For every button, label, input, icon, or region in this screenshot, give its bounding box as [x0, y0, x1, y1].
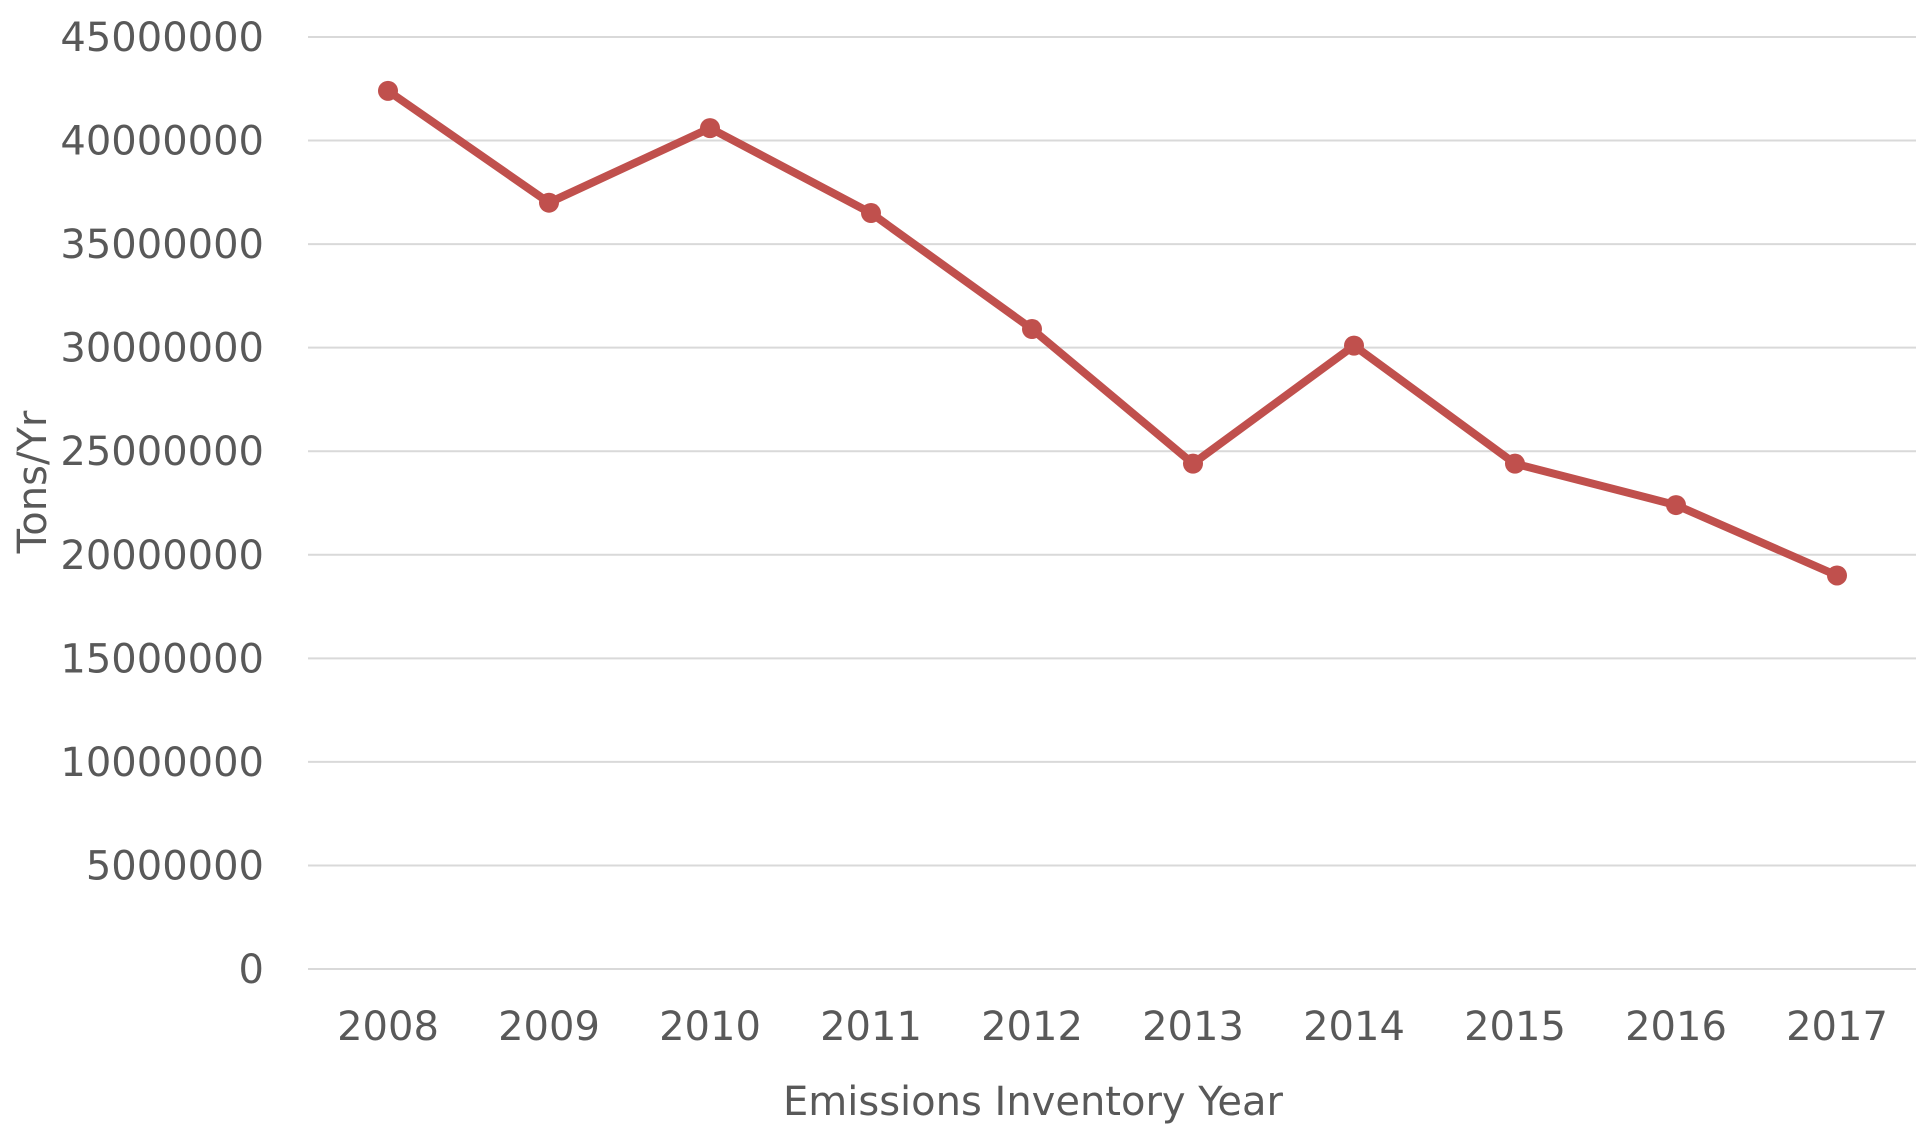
- data-point: [1666, 495, 1686, 516]
- x-tick-label: 2012: [981, 1004, 1083, 1050]
- x-tick-label: 2017: [1786, 1004, 1888, 1050]
- x-tick-label: 2016: [1625, 1004, 1727, 1050]
- y-tick-label: 30000000: [60, 326, 264, 372]
- x-tick-label: 2008: [337, 1004, 439, 1050]
- x-tick-label: 2014: [1303, 1004, 1405, 1050]
- data-point: [539, 192, 559, 213]
- series-group: [378, 80, 1847, 586]
- gridlines: [308, 36, 1916, 970]
- data-point: [1827, 565, 1847, 586]
- data-point: [700, 118, 720, 139]
- x-tick-label: 2013: [1142, 1004, 1244, 1050]
- x-tick-label: 2015: [1464, 1004, 1566, 1050]
- y-tick-label: 15000000: [60, 636, 264, 682]
- x-axis-tick-labels: 2008 2009 2010 2011 2012 2013 2014 2015 2016 2017: [337, 1004, 1888, 1050]
- data-point: [1505, 453, 1525, 474]
- y-axis-tick-labels: 0 5000000 10000000 15000000 20000000 25000000…: [60, 15, 264, 993]
- data-point: [1183, 453, 1203, 474]
- x-axis-title: Emissions Inventory Year: [783, 1079, 1284, 1125]
- y-tick-label: 10000000: [60, 740, 264, 786]
- data-point: [378, 80, 398, 101]
- data-point: [1344, 335, 1364, 356]
- data-point: [1022, 319, 1042, 340]
- y-tick-label: 25000000: [60, 429, 264, 475]
- y-tick-label: 0: [239, 947, 264, 993]
- y-tick-label: 5000000: [86, 843, 264, 889]
- x-tick-label: 2011: [820, 1004, 922, 1050]
- x-tick-label: 2010: [659, 1004, 761, 1050]
- series-line: [384, 86, 1841, 580]
- y-axis-title: Tons/Yr: [10, 410, 56, 554]
- y-tick-label: 20000000: [60, 533, 264, 579]
- x-tick-label: 2009: [498, 1004, 600, 1050]
- data-point: [861, 203, 881, 224]
- y-tick-label: 35000000: [60, 222, 264, 268]
- y-tick-label: 45000000: [60, 15, 264, 61]
- y-tick-label: 40000000: [60, 119, 264, 165]
